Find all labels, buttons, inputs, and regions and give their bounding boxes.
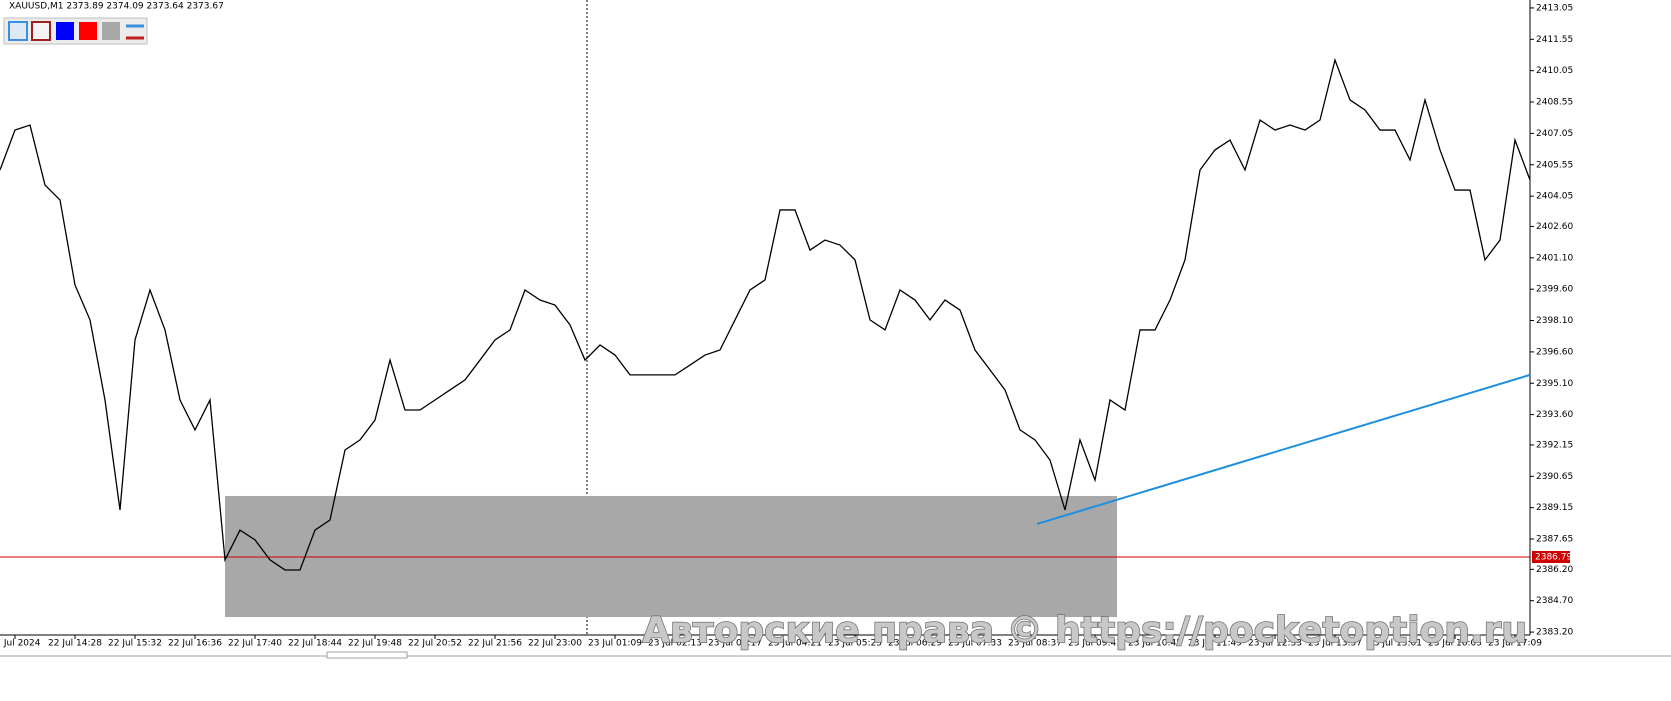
- tool-fill-red[interactable]: [79, 22, 97, 40]
- x-tick-label: 23 Jul 15:01: [1368, 639, 1422, 649]
- watermark: Авторские права © https://pocketoption.r…: [642, 610, 1527, 651]
- symbol-header: XAUUSD,M1 2373.89 2374.09 2373.64 2373.6…: [9, 2, 224, 12]
- x-tick-label: 23 Jul 08:37: [1008, 639, 1062, 649]
- y-tick-label: 2399.60: [1536, 285, 1573, 295]
- y-tick-label: 2387.65: [1536, 535, 1573, 545]
- x-tick-label: 23 Jul 17:09: [1488, 639, 1542, 649]
- x-tick-label: 23 Jul 13:57: [1308, 639, 1362, 649]
- x-tick-label: 23 Jul 12:53: [1248, 639, 1302, 649]
- price-level-box: [1532, 551, 1570, 564]
- trend-line: [1036, 373, 1531, 525]
- x-tick-label: 22 Jul 16:36: [168, 639, 222, 649]
- zone: [225, 495, 1117, 618]
- y-tick-label: 2404.05: [1536, 192, 1573, 202]
- x-tick-label: 23 Jul 03:17: [708, 639, 762, 649]
- y-tick-label: 2401.10: [1536, 253, 1573, 263]
- scroll-tab: [326, 651, 408, 659]
- y-tick-label: 2396.60: [1536, 347, 1573, 357]
- tool-fill-grey[interactable]: [102, 22, 120, 40]
- x-tick-label: 23 Jul 06:29: [888, 639, 942, 649]
- x-tick-label: 22 Jul 21:56: [468, 639, 522, 649]
- y-tick-label: 2405.55: [1536, 160, 1573, 170]
- x-tick-label: 22 Jul 20:52: [408, 639, 462, 649]
- y-tick-label: 2383.20: [1536, 628, 1573, 638]
- x-tick-label: 22 Jul 14:28: [48, 639, 102, 649]
- x-tick-label: 23 Jul 01:09: [588, 639, 642, 649]
- x-tick-label: 22 Jul 19:48: [348, 639, 402, 649]
- x-tick-label: 23 Jul 11:49: [1188, 639, 1242, 649]
- x-tick-label: 23 Jul 05:25: [828, 639, 882, 649]
- y-tick-label: 2386.20: [1536, 565, 1573, 575]
- y-tick-label: 2390.65: [1536, 472, 1573, 482]
- y-tick-label: 2393.60: [1536, 410, 1573, 420]
- y-tick-label: 2408.55: [1536, 98, 1573, 108]
- x-tick-label: 22 Jul 17:40: [228, 639, 282, 649]
- x-tick-label: 22 Jul 23:00: [528, 639, 582, 649]
- x-tick-label: 23 Jul 02:13: [648, 639, 702, 649]
- y-tick-label: 2395.10: [1536, 379, 1573, 389]
- x-tick-label: 22 Jul 18:44: [288, 639, 342, 649]
- y-tick-label: 2411.55: [1536, 35, 1573, 45]
- toolbar: [3, 17, 148, 45]
- y-tick-label: 2402.60: [1536, 222, 1573, 232]
- y-tick-label: 2410.05: [1536, 66, 1573, 76]
- y-tick-label: 2398.10: [1536, 316, 1573, 326]
- x-tick-label: 23 Jul 10:45: [1128, 639, 1182, 649]
- x-tick-label: 23 Jul 07:33: [948, 639, 1002, 649]
- tool-rect-blue[interactable]: [8, 21, 28, 41]
- price-line: [0, 57, 1531, 571]
- x-tick-label: 23 Jul 16:05: [1428, 639, 1482, 649]
- y-tick-label: 2384.70: [1536, 596, 1573, 606]
- x-tick-label: 23 Jul 09:41: [1068, 639, 1122, 649]
- y-tick-label: 2413.05: [1536, 3, 1573, 13]
- y-tick-label: 2392.15: [1536, 440, 1573, 450]
- price-level-label: 2386.79: [1535, 553, 1572, 563]
- x-tick-label: 22 Jul 15:32: [108, 639, 162, 649]
- y-tick-label: 2389.15: [1536, 503, 1573, 513]
- x-tick-label: 23 Jul 04:21: [768, 639, 822, 649]
- tool-rect-red[interactable]: [31, 21, 51, 41]
- x-tick-label: 22 Jul 2024: [0, 639, 41, 649]
- y-tick-label: 2407.05: [1536, 129, 1573, 139]
- tool-fill-blue[interactable]: [56, 22, 74, 40]
